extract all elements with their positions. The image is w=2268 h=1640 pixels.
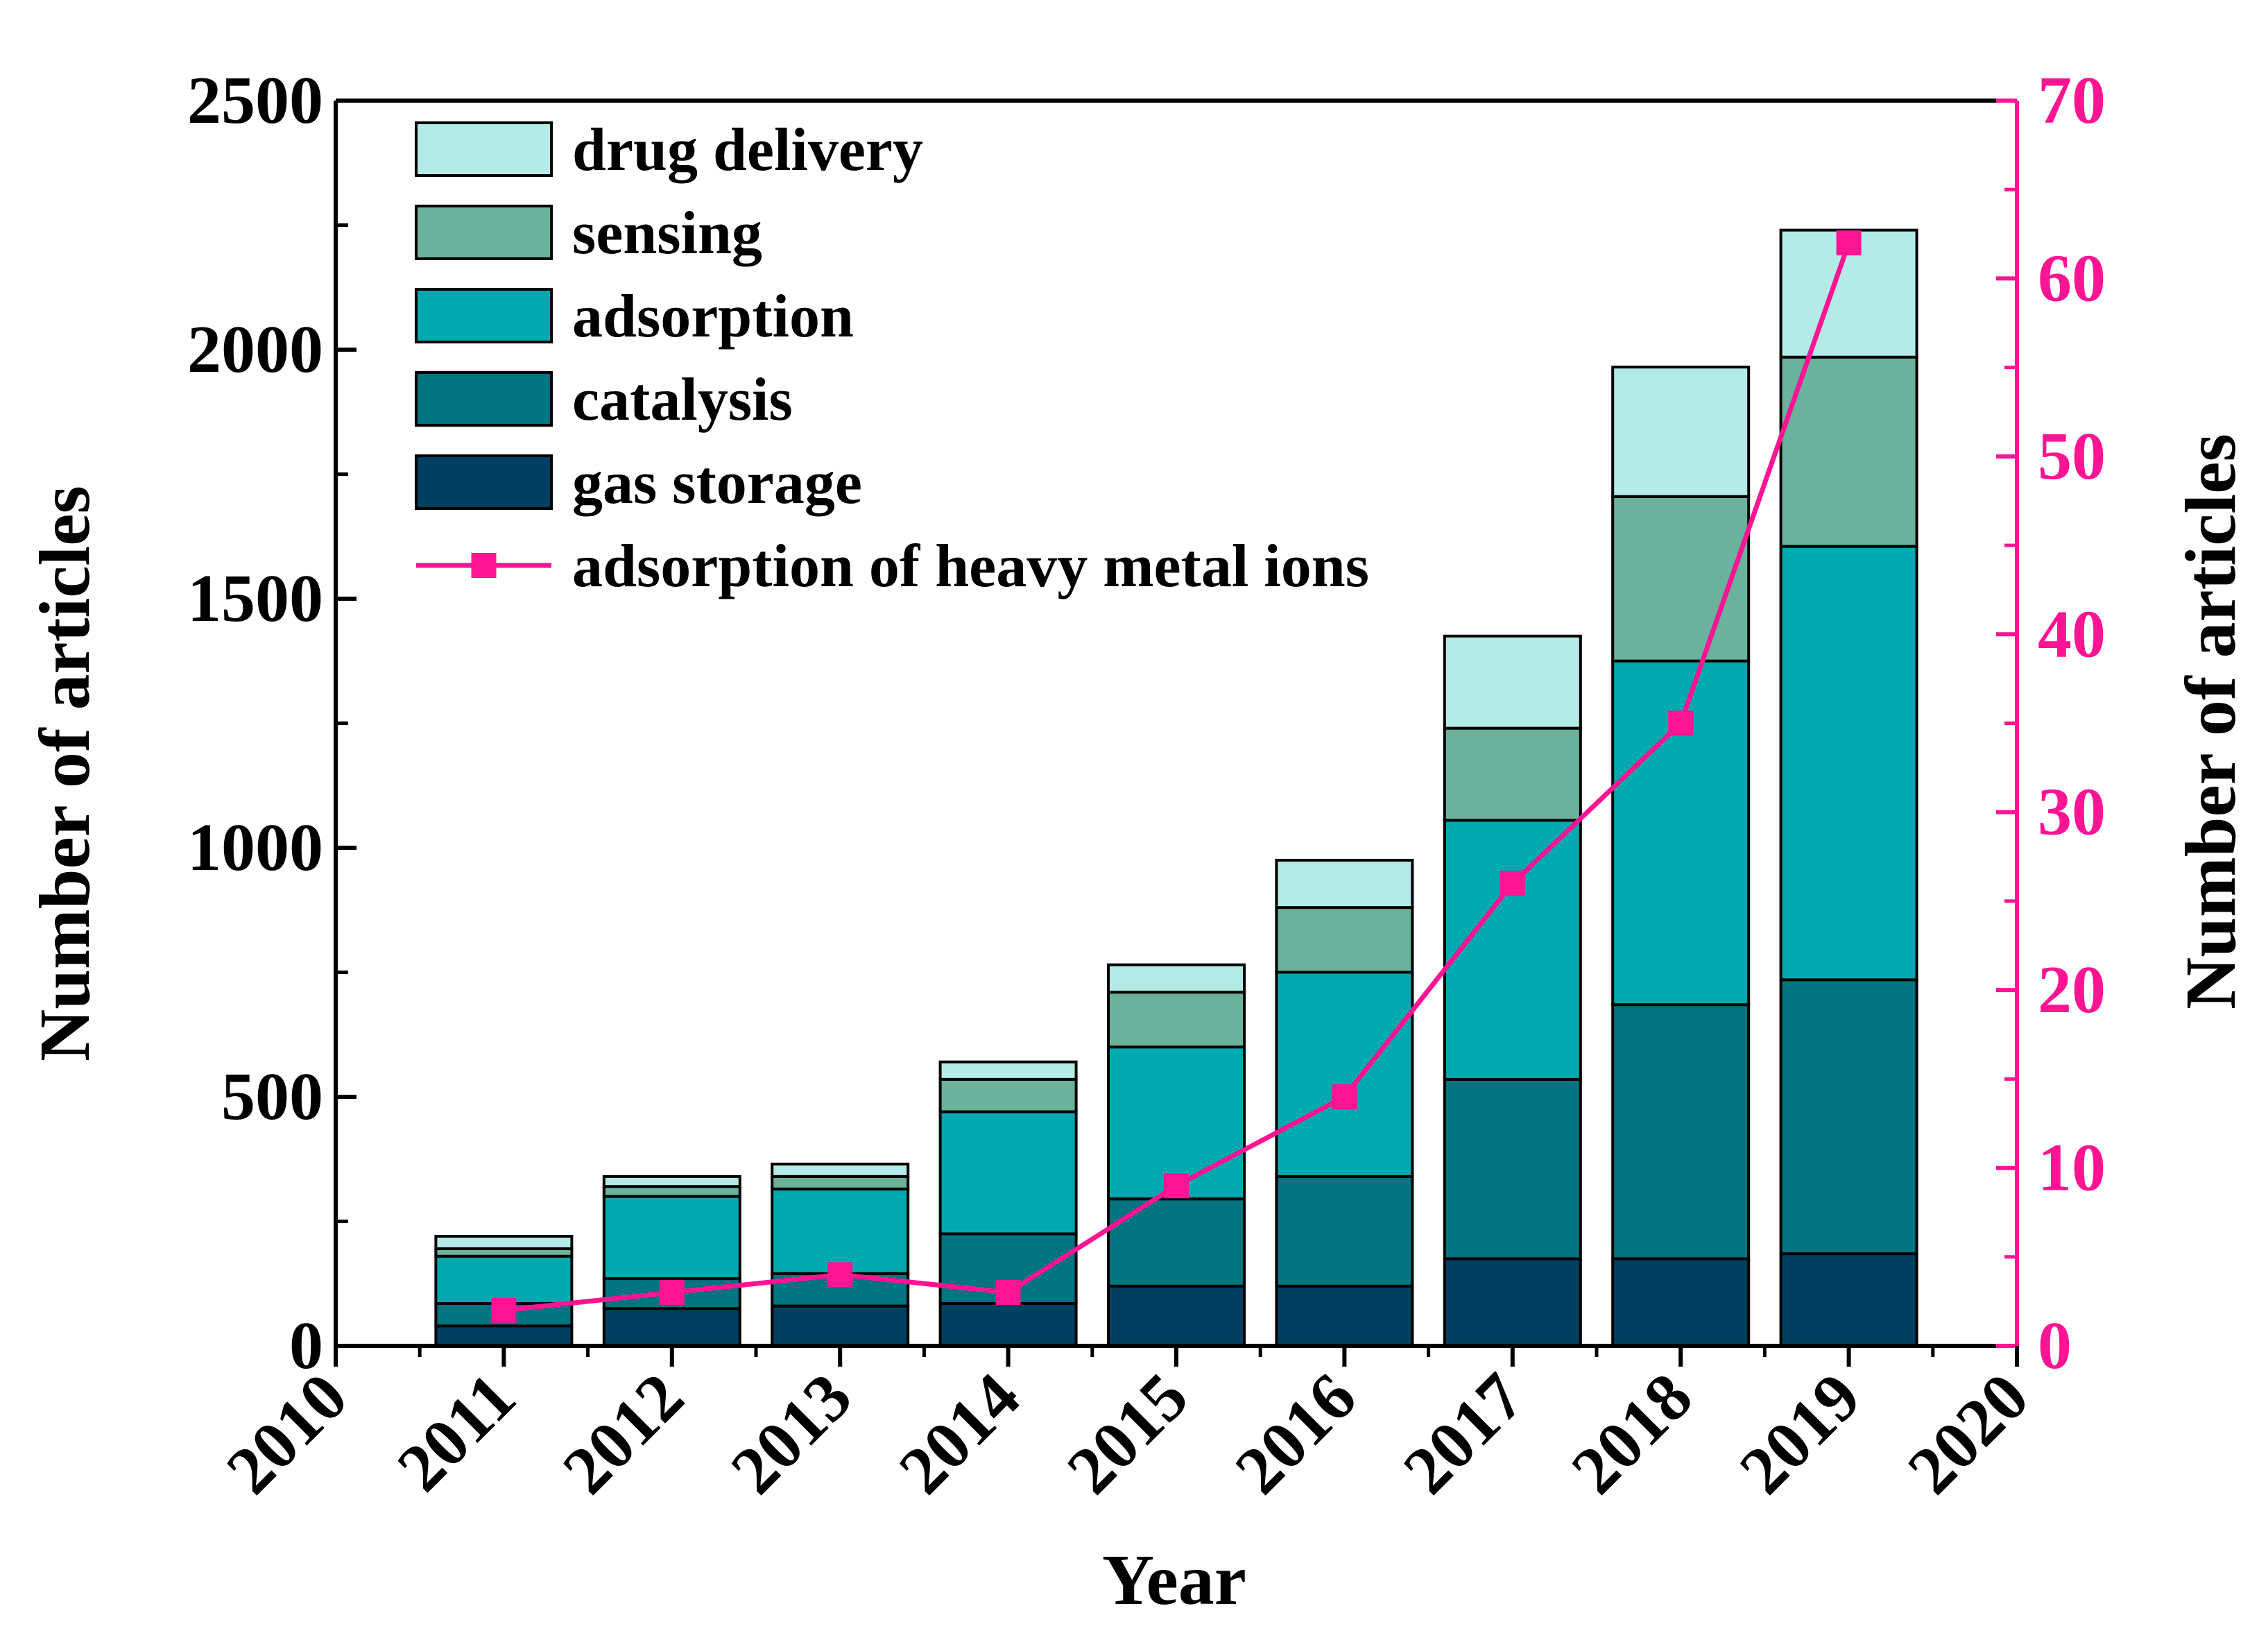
bar-gas-storage-2014 [938,1301,1078,1347]
legend-label: adsorption [572,283,854,350]
y-axis-label-left: Number of articles [25,486,105,1061]
bar-gas-storage-2013 [771,1304,910,1348]
bar-adsorption-2019 [1779,545,1918,982]
bar-catalysis-2015 [1107,1197,1246,1288]
bar-gas-storage-2012 [602,1307,741,1348]
bar-sensing-2016 [1275,906,1414,974]
bar-gas-storage-2011 [434,1324,574,1348]
marker-heavy-metal-ions-2013 [827,1262,853,1288]
marker-heavy-metal-ions-2012 [659,1280,685,1306]
y-left-tick-label: 0 [289,1308,323,1383]
bar-gas-storage-2016 [1275,1284,1414,1347]
bar-adsorption-2013 [771,1187,910,1275]
x-axis-label: Year [1102,1540,1246,1620]
bar-sensing-2014 [938,1077,1078,1113]
bar-sensing-2015 [1107,991,1246,1049]
y-axis-label-right: Number of articles [2171,434,2251,1009]
legend-swatch-adsorption [415,288,553,343]
y-right-tick-label: 0 [2038,1308,2072,1383]
bar-gas-storage-2015 [1107,1284,1246,1347]
y-right-tick-label: 50 [2038,419,2106,494]
marker-heavy-metal-ions-2011 [491,1297,517,1323]
line-layer [491,230,1862,1323]
marker-heavy-metal-ions-2016 [1332,1084,1357,1109]
bars-layer [434,228,1918,1348]
bar-catalysis-2019 [1779,978,1918,1256]
bar-drug-delivery-2011 [434,1235,574,1250]
bar-sensing-2012 [602,1185,741,1198]
marker-heavy-metal-ions-2015 [1164,1173,1189,1199]
legend-swatch-gas-storage [415,454,553,510]
bar-adsorption-2012 [602,1195,741,1281]
legend-label: gas storage [572,450,862,517]
bar-gas-storage-2018 [1611,1257,1751,1347]
bar-drug-delivery-2017 [1443,634,1582,730]
marker-heavy-metal-ions-2014 [995,1280,1021,1306]
legend-label: adsorption of heavy metal ions [572,533,1369,600]
y-right-tick-label: 60 [2038,241,2106,316]
legend-swatch-catalysis [415,371,553,427]
bar-sensing-2018 [1611,495,1751,663]
y-left-tick-label: 1500 [187,561,323,636]
bar-drug-delivery-2015 [1107,963,1246,994]
y-right-tick-label: 30 [2038,775,2106,850]
bar-gas-storage-2017 [1443,1257,1582,1347]
y-left-tick-label: 1000 [187,810,323,885]
bar-sensing-2019 [1779,355,1918,548]
bar-adsorption-2016 [1275,971,1414,1178]
y-right-tick-label: 40 [2038,597,2106,672]
bar-drug-delivery-2018 [1611,366,1751,498]
bar-drug-delivery-2013 [771,1162,910,1178]
bar-catalysis-2016 [1275,1175,1414,1288]
y-left-tick-label: 500 [221,1059,323,1134]
y-right-tick-label: 20 [2038,953,2106,1027]
marker-heavy-metal-ions-2018 [1668,710,1694,736]
legend-marker-swatch [471,553,497,578]
marker-heavy-metal-ions-2019 [1836,230,1862,256]
y-left-tick-label: 2000 [187,312,323,387]
marker-heavy-metal-ions-2017 [1500,871,1525,896]
bar-adsorption-2017 [1443,819,1582,1081]
legend: drug delivery sensing adsorption catalysis g… [415,117,1369,600]
bar-sensing-2013 [771,1175,910,1190]
bar-adsorption-2011 [434,1254,574,1305]
bar-catalysis-2018 [1611,1003,1751,1261]
legend-label: catalysis [572,366,793,434]
y-right-tick-label: 70 [2038,63,2106,138]
bar-adsorption-2014 [938,1110,1078,1236]
legend-swatch-sensing [415,205,553,260]
bar-catalysis-2017 [1443,1077,1582,1261]
bar-drug-delivery-2016 [1275,858,1414,909]
y-left-tick-label: 2500 [187,63,323,138]
bar-sensing-2017 [1443,726,1582,822]
y-right-tick-label: 10 [2038,1131,2106,1206]
legend-swatch-drug-delivery [415,121,553,177]
legend-label: sensing [572,200,762,267]
bar-gas-storage-2019 [1779,1252,1918,1348]
bar-drug-delivery-2014 [938,1060,1078,1081]
legend-label: drug delivery [572,117,923,184]
bar-drug-delivery-2012 [602,1175,741,1188]
